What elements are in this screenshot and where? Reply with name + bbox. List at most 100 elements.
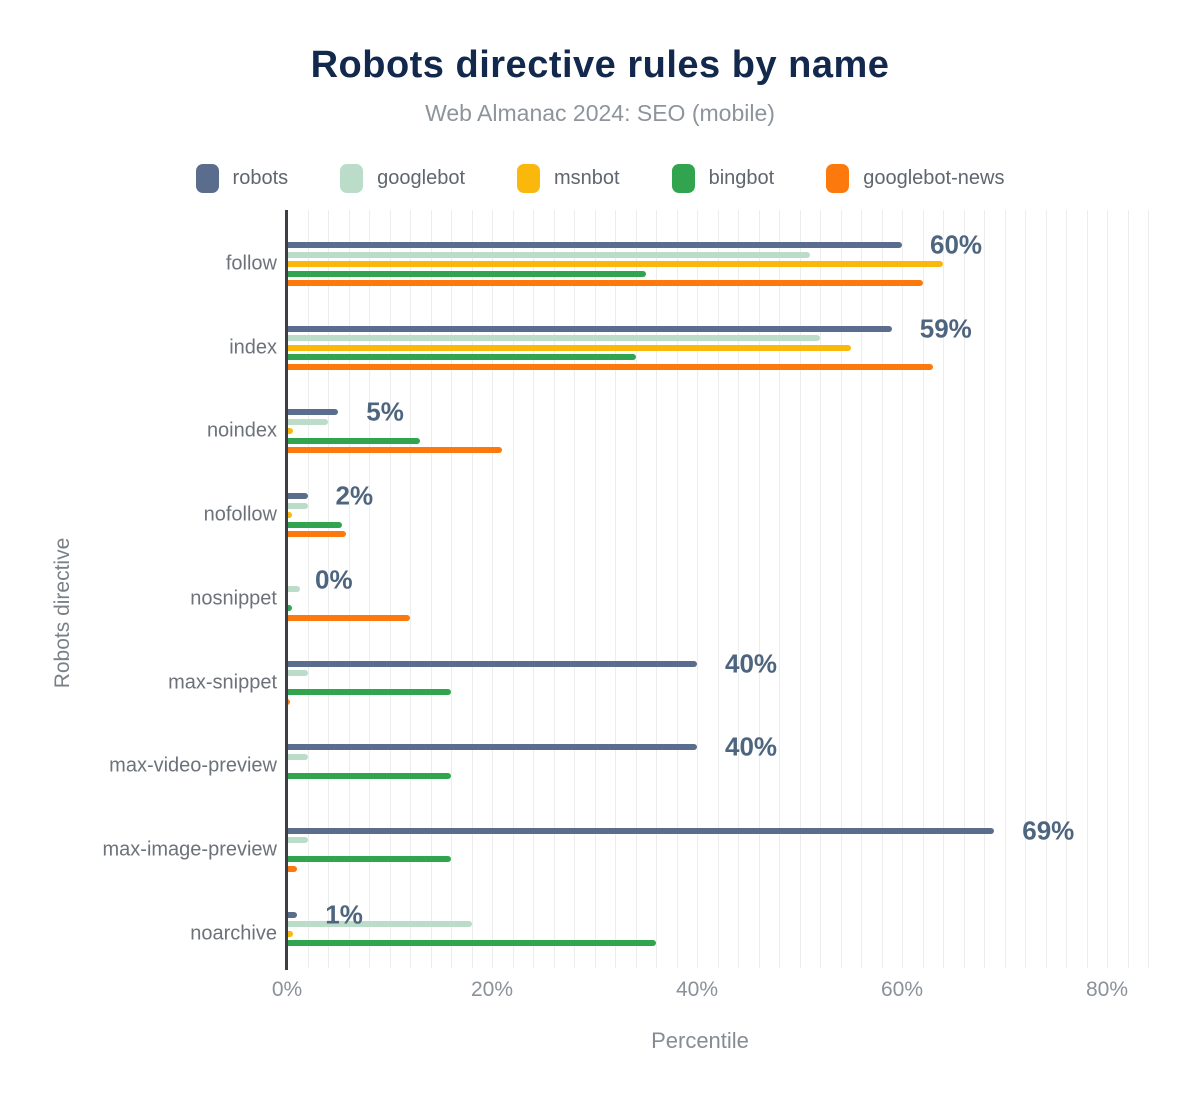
data-label-max-image-preview: 69% [1022,815,1075,846]
legend-swatch-googlebot-news [826,164,850,193]
legend-item-msnbot[interactable]: msnbot [517,164,620,193]
bar-googlebot-news-index [287,363,933,370]
bar-msnbot-follow [287,261,943,267]
gridline [697,210,698,968]
category-label-follow: follow [225,252,277,275]
gridline [922,210,924,968]
bar-bingbot-noarchive [287,940,656,947]
bar-robots-index [287,325,892,332]
bar-msnbot-noarchive [287,930,294,937]
gridline [451,210,452,968]
bar-robots-max-image-preview [287,827,995,834]
gridline [779,210,780,968]
category-label-noindex: noindex [206,419,277,442]
category-label-noarchive: noarchive [190,922,277,945]
legend-label: robots [232,167,289,189]
bar-bingbot-index [287,354,636,361]
gridline [738,210,739,968]
category-label-nofollow: nofollow [203,503,277,526]
bar-googlebot-max-snippet [287,670,308,676]
bar-googlebot-noarchive [287,921,472,928]
legend-swatch-msnbot [517,164,541,193]
bar-msnbot-index [287,344,851,351]
gridline [307,210,309,968]
x-tick-80%: 80% [1085,978,1129,1001]
gridline [1148,210,1149,968]
legend-swatch-googlebot [340,164,364,193]
gridline [492,210,493,968]
legend-item-googlebot-news[interactable]: googlebot-news [826,164,1004,193]
data-label-nosnippet: 0% [315,564,353,595]
bar-robots-noindex [287,409,339,416]
bar-googlebot-news-max-snippet [287,698,291,705]
gridline [430,210,432,968]
y-axis-line [285,210,288,970]
bar-googlebot-news-nofollow [287,531,347,538]
legend-label: msnbot [554,167,620,189]
gridline [1045,210,1047,968]
gridline [902,210,903,968]
bar-googlebot-news-nosnippet [287,614,410,621]
bar-robots-follow [287,242,902,248]
gridline [840,210,842,968]
bar-googlebot-index [287,335,820,342]
bar-bingbot-max-image-preview [287,856,451,863]
bar-bingbot-nosnippet [287,605,293,612]
bar-bingbot-nofollow [287,521,343,528]
data-label-noarchive: 1% [325,899,363,930]
gridline [943,210,944,968]
gridline [615,210,616,968]
gridline [471,210,473,968]
bar-googlebot-news-max-image-preview [287,865,298,872]
legend-item-googlebot[interactable]: googlebot [340,164,465,193]
gridline [1004,210,1006,968]
data-label-max-video-preview: 40% [725,731,778,762]
legend: robots googlebot msnbot bingbot googlebot-ne… [0,164,1200,193]
x-tick-40%: 40% [675,978,719,1001]
bar-robots-max-snippet [287,660,697,667]
bar-googlebot-nosnippet [287,586,301,593]
legend-item-robots[interactable]: robots [195,164,289,193]
gridline [881,210,883,968]
gridline [1107,210,1108,968]
gridline [574,210,575,968]
gridline [799,210,801,968]
legend-swatch-robots [195,164,219,193]
gridline [820,210,821,968]
bar-googlebot-news-follow [287,280,923,286]
chart-title: Robots directive rules by name [310,44,890,86]
bar-robots-max-video-preview [287,744,697,751]
x-axis-title: Percentile [651,1028,749,1053]
gridline [1025,210,1026,968]
bar-robots-nofollow [287,493,308,500]
gridline [389,210,391,968]
gridline [656,210,657,968]
y-axis-title: Robots directive [51,537,74,689]
x-tick-0%: 0% [271,978,303,1001]
x-tick-20%: 20% [470,978,514,1001]
gridline [963,210,965,968]
data-label-follow: 60% [930,229,983,260]
legend-label: bingbot [708,167,775,189]
legend-swatch-bingbot [671,164,695,193]
category-label-max-image-preview: max-image-preview [102,838,278,861]
category-label-index: index [229,336,277,359]
gridline [861,210,862,968]
bar-robots-noarchive [287,911,298,918]
bar-bingbot-follow [287,270,646,277]
legend-label: googlebot [377,167,466,189]
data-label-index: 59% [919,313,972,344]
gridline [1086,210,1088,968]
bar-googlebot-max-video-preview [287,753,308,760]
gridline [758,210,760,968]
bar-googlebot-nofollow [287,502,308,509]
bar-bingbot-noindex [287,437,421,444]
bar-msnbot-nofollow [287,512,293,519]
gridline [328,210,329,968]
bar-googlebot-noindex [287,418,328,425]
legend-item-bingbot[interactable]: bingbot [671,164,775,193]
gridline [348,210,350,968]
bar-bingbot-max-snippet [287,689,451,695]
plot-area: 60% 59% 5% 2% 0% 40% 40% 69% 1% [287,210,1149,968]
